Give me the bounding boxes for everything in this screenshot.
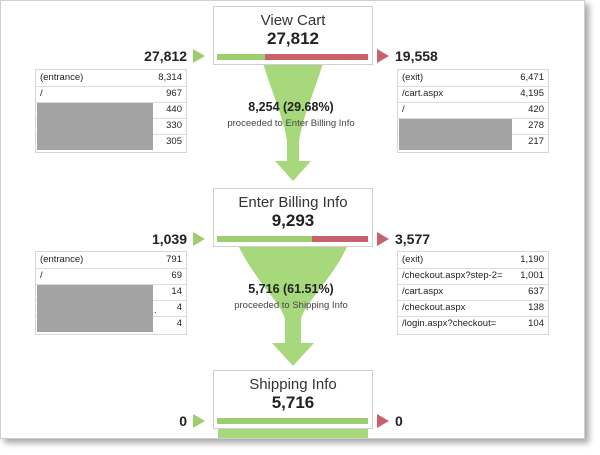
row-value: 4,195	[520, 88, 544, 99]
row-label: /checkout.aspx?step-2=	[402, 270, 503, 281]
exits-count: 3,577	[395, 231, 431, 247]
dot-mark: .	[154, 305, 157, 315]
table-row[interactable]: /checkout.aspx 138	[398, 300, 548, 317]
row-value: 138	[528, 302, 544, 313]
table-row[interactable]: / 967	[36, 86, 186, 103]
row-value: 104	[528, 318, 544, 329]
table-row[interactable]: / 69	[36, 268, 186, 285]
funnel-flow-step2	[238, 245, 348, 366]
row-label: /checkout.aspx	[402, 302, 466, 313]
table-row[interactable]: (exit) 6,471	[398, 70, 548, 87]
row-value: 330	[166, 120, 182, 131]
funnel-flow-step3	[218, 428, 368, 438]
row-value: 791	[166, 254, 182, 265]
funnel-flow-graphic	[218, 63, 368, 438]
row-value: 8,314	[158, 72, 182, 83]
row-value: 1,001	[520, 270, 544, 281]
row-label: /	[40, 88, 43, 99]
row-value: 967	[166, 88, 182, 99]
exit-destinations-table: (exit) 6,471 /cart.aspx 4,195 / 420 278 217	[397, 69, 549, 153]
entrance-sources-table: (entrance) 791 / 69 14 . 4 4	[35, 251, 187, 335]
progress-bar-retained	[217, 236, 312, 242]
proceeded-label: proceeded to Shipping Info	[234, 300, 348, 311]
entries-arrow-icon	[193, 49, 205, 63]
row-value: 217	[528, 136, 544, 147]
progress-bar-retained	[217, 54, 265, 60]
step-title: Shipping Info	[249, 376, 337, 393]
row-value: 637	[528, 286, 544, 297]
step-value: 27,812	[267, 29, 319, 48]
entries-count: 27,812	[144, 48, 187, 64]
table-row[interactable]: /checkout.aspx?step-2= 1,001	[398, 268, 548, 285]
entries-arrow-icon	[193, 232, 205, 246]
step-box-shipping-info[interactable]: Shipping Info 5,716	[213, 370, 373, 429]
table-row[interactable]: 4	[36, 316, 186, 332]
row-value: 4	[176, 302, 182, 313]
step-box-view-cart[interactable]: View Cart 27,812	[213, 6, 373, 65]
row-value: 1,190	[520, 254, 544, 265]
exits-arrow-icon	[377, 49, 389, 63]
exits-count: 19,558	[395, 48, 438, 64]
row-label: /cart.aspx	[402, 88, 444, 99]
step-title: View Cart	[260, 12, 326, 29]
proceeded-count: 8,254 (29.68%)	[248, 100, 334, 114]
table-row[interactable]: /login.aspx?checkout= 104	[398, 316, 548, 332]
table-row[interactable]: (exit) 1,190	[398, 252, 548, 269]
table-row[interactable]: 305	[36, 134, 186, 150]
row-value: 440	[166, 104, 182, 115]
row-value: 6,471	[520, 72, 544, 83]
row-value: 4	[176, 318, 182, 329]
table-row[interactable]: /cart.aspx 4,195	[398, 86, 548, 103]
exits-arrow-icon	[377, 414, 389, 428]
entries-count: 0	[179, 413, 187, 429]
progress-bar-exited	[312, 236, 368, 242]
funnel-flow-step1	[263, 63, 323, 181]
redacted-block	[37, 285, 153, 332]
redacted-block	[37, 103, 153, 150]
table-row[interactable]: / 420	[398, 102, 548, 119]
table-row[interactable]: (entrance) 8,314	[36, 70, 186, 87]
entrance-sources-table: (entrance) 8,314 / 967 440 330 305	[35, 69, 187, 153]
table-row[interactable]: 217	[398, 134, 548, 150]
row-value: 14	[171, 286, 182, 297]
proceeded-label: proceeded to Enter Billing Info	[227, 118, 355, 129]
step-value: 9,293	[271, 211, 315, 230]
row-label: (entrance)	[40, 254, 84, 265]
row-label: (entrance)	[40, 72, 84, 83]
funnel-visualization: View Cart 27,812 27,812 19,558 (entrance…	[0, 0, 585, 439]
table-row[interactable]: (entrance) 791	[36, 252, 186, 269]
exit-destinations-table: (exit) 1,190 /checkout.aspx?step-2= 1,001 …	[397, 251, 549, 335]
row-value: 278	[528, 120, 544, 131]
row-label: /login.aspx?checkout=	[402, 318, 497, 329]
row-label: (exit)	[402, 72, 424, 83]
row-label: /	[40, 270, 43, 281]
row-value: 305	[166, 136, 182, 147]
redacted-block	[399, 119, 512, 150]
step-box-enter-billing-info[interactable]: Enter Billing Info 9,293	[213, 188, 373, 247]
proceeded-count: 5,716 (61.51%)	[248, 282, 334, 296]
entries-count: 1,039	[151, 231, 187, 247]
row-value: 420	[528, 104, 544, 115]
step-value: 5,716	[271, 393, 315, 412]
step-title: Enter Billing Info	[238, 194, 348, 211]
progress-bar-retained	[217, 418, 368, 424]
progress-bar-exited	[265, 54, 368, 60]
row-label: /	[402, 104, 405, 115]
exits-arrow-icon	[377, 232, 389, 246]
row-value: 69	[171, 270, 182, 281]
table-row[interactable]: /cart.aspx 637	[398, 284, 548, 301]
exits-count: 0	[395, 413, 403, 429]
entries-arrow-icon	[193, 414, 205, 428]
row-label: (exit)	[402, 254, 424, 265]
row-label: /cart.aspx	[402, 286, 444, 297]
